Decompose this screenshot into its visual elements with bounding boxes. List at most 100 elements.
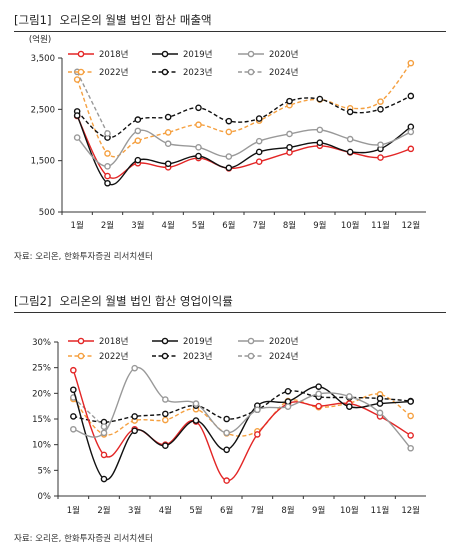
legend-label: 2020년 bbox=[269, 49, 298, 60]
legend-swatch-marker bbox=[161, 68, 169, 76]
data-point bbox=[104, 130, 111, 137]
data-point bbox=[407, 59, 415, 67]
data-point bbox=[284, 398, 292, 405]
x-tick-label: 6월 bbox=[220, 505, 233, 516]
data-point bbox=[407, 412, 414, 420]
data-point bbox=[316, 126, 324, 134]
data-point bbox=[131, 413, 138, 420]
legend-swatch-marker bbox=[161, 50, 169, 58]
x-tick-label: 11월 bbox=[371, 505, 390, 516]
data-point bbox=[192, 417, 200, 424]
y-tick-label: 10% bbox=[32, 441, 51, 451]
sales-line-chart: (억원) 500 1,500 2,500 3,500 1월 2월 3월 4월 5월 6월 7월 8월 9월… bbox=[29, 34, 426, 231]
y-tick-label: 500 bbox=[39, 208, 55, 218]
figure-1-title-text: 오리온의 월별 법인 합산 매출액 bbox=[59, 13, 212, 27]
legend-label: 2019년 bbox=[183, 336, 212, 347]
x-tick-label: 12월 bbox=[402, 220, 421, 231]
data-point bbox=[70, 413, 77, 420]
y-tick-label: 20% bbox=[32, 389, 51, 399]
legend-swatch-marker bbox=[77, 68, 85, 76]
series-2023년 bbox=[73, 92, 415, 141]
data-point bbox=[346, 108, 354, 116]
legend-item: 2024년 bbox=[238, 67, 298, 78]
legend-label: 2023년 bbox=[183, 67, 212, 78]
figure-1-number: [그림1] bbox=[14, 13, 52, 27]
series-line bbox=[76, 95, 412, 139]
x-tick-label: 12월 bbox=[401, 505, 420, 516]
data-point bbox=[255, 158, 263, 165]
data-point bbox=[316, 95, 324, 103]
x-tick-label: 9월 bbox=[313, 220, 326, 231]
legend-swatch-marker bbox=[247, 50, 255, 58]
data-point bbox=[225, 164, 233, 172]
legend-label: 2018년 bbox=[99, 336, 128, 347]
data-point bbox=[346, 148, 354, 156]
data-point bbox=[346, 135, 354, 143]
legend-swatch-marker bbox=[247, 337, 255, 345]
data-point bbox=[407, 128, 415, 136]
legend-label: 2020년 bbox=[269, 336, 298, 347]
x-tick-label: 3월 bbox=[131, 220, 144, 231]
data-point bbox=[162, 410, 169, 418]
x-tick-label: 1월 bbox=[71, 220, 84, 231]
legend-label: 2019년 bbox=[183, 49, 212, 60]
legend-swatch-marker bbox=[77, 50, 85, 58]
data-point bbox=[346, 393, 353, 400]
legend-item: 2023년 bbox=[152, 351, 212, 362]
data-point bbox=[195, 104, 202, 112]
margin-line-chart: 0% 5% 10% 15% 20% 25% 30% 1월 2월 3월 4월 5월 6월 7월 8월 9월 10월… bbox=[32, 336, 426, 516]
legend-swatch-marker bbox=[77, 352, 85, 360]
data-point bbox=[377, 106, 384, 113]
legend-item: 2020년 bbox=[238, 336, 298, 347]
data-point bbox=[192, 400, 200, 407]
data-point bbox=[315, 390, 322, 398]
figure-2-title: [그림2] 오리온의 월별 법인 합산 영업이익률 bbox=[14, 293, 233, 309]
data-point bbox=[164, 129, 172, 136]
data-point bbox=[286, 130, 293, 138]
data-point bbox=[376, 395, 384, 402]
x-tick-label: 1월 bbox=[67, 505, 80, 516]
data-point bbox=[223, 477, 230, 484]
data-point bbox=[131, 427, 138, 435]
y-tick-label: 30% bbox=[32, 338, 51, 348]
figure-2-number: [그림2] bbox=[14, 294, 52, 308]
legend-label: 2023년 bbox=[183, 351, 212, 362]
data-point bbox=[284, 403, 292, 410]
data-point bbox=[315, 402, 322, 410]
data-point bbox=[376, 400, 384, 407]
x-tick-label: 2월 bbox=[101, 220, 114, 231]
data-point bbox=[284, 387, 292, 395]
figure-1-source: 자료: 오리온, 한화투자증권 리서치센터 bbox=[14, 252, 153, 262]
data-point bbox=[223, 415, 230, 423]
data-point bbox=[195, 144, 202, 151]
legend-item: 2019년 bbox=[152, 336, 212, 347]
data-point bbox=[73, 76, 81, 83]
x-tick-label: 5월 bbox=[189, 505, 202, 516]
data-point bbox=[104, 172, 111, 180]
x-tick-label: 6월 bbox=[222, 220, 235, 231]
y-tick-label: 3,500 bbox=[31, 54, 55, 64]
data-point bbox=[254, 431, 261, 438]
data-point bbox=[225, 128, 233, 136]
x-tick-label: 7월 bbox=[253, 220, 266, 231]
data-point bbox=[346, 403, 353, 410]
data-point bbox=[255, 115, 263, 122]
x-tick-label: 3월 bbox=[128, 505, 141, 516]
figure-1-divider bbox=[14, 31, 446, 32]
data-point bbox=[407, 444, 414, 452]
legend-label: 2022년 bbox=[99, 351, 128, 362]
data-point bbox=[73, 134, 81, 141]
series-line bbox=[76, 71, 109, 134]
data-point bbox=[164, 113, 172, 121]
data-point bbox=[225, 117, 233, 125]
legend-swatch-marker bbox=[247, 68, 255, 76]
data-point bbox=[70, 366, 77, 374]
data-point bbox=[195, 121, 202, 129]
data-point bbox=[162, 396, 169, 403]
data-point bbox=[223, 429, 230, 437]
data-point bbox=[377, 141, 384, 149]
legend-item: 2022년 bbox=[68, 67, 128, 78]
data-point bbox=[70, 386, 77, 394]
data-point bbox=[407, 92, 415, 100]
legend-label: 2024년 bbox=[269, 67, 298, 78]
